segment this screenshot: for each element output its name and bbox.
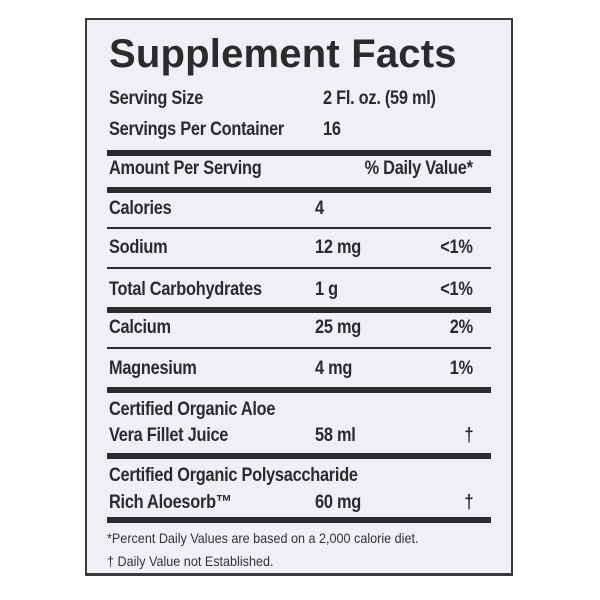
row-carbs-dv: <1% [440, 279, 474, 300]
row-calcium-dv: 2% [449, 317, 473, 338]
row-carbs-amount: 1 g [315, 279, 338, 300]
row-aloesorb-name-line2: Rich Aloesorb™ [109, 492, 232, 513]
divider-thick [107, 307, 491, 313]
row-magnesium-name: Magnesium [109, 358, 197, 379]
divider-thick [107, 150, 491, 156]
divider-thick [107, 187, 491, 193]
footnote-not-established: † Daily Value not Established. [107, 553, 274, 569]
row-sodium-name: Sodium [109, 237, 168, 258]
row-sodium-dv: <1% [440, 237, 474, 258]
row-aloesorb-name-line1: Certified Organic Polysaccharide [109, 465, 358, 486]
divider-thick [107, 387, 491, 393]
daily-value-label: % Daily Value* [364, 158, 473, 179]
divider-thin [107, 267, 491, 269]
divider-thin [107, 347, 491, 349]
servings-per-container-value: 16 [323, 119, 341, 140]
serving-size-value: 2 Fl. oz. (59 ml) [323, 88, 436, 109]
panel-title: Supplement Facts [109, 32, 457, 76]
row-aloe-name-line2: Vera Fillet Juice [109, 425, 229, 446]
row-aloesorb-amount: 60 mg [315, 492, 361, 513]
row-sodium-amount: 12 mg [315, 237, 361, 258]
row-aloe-dv: † [464, 425, 473, 446]
row-aloe-amount: 58 ml [315, 425, 356, 446]
supplement-facts-panel: Supplement Facts Serving Size 2 Fl. oz. … [85, 18, 513, 576]
row-carbs-name: Total Carbohydrates [109, 279, 262, 300]
row-magnesium-amount: 4 mg [315, 358, 353, 379]
row-calories-amount: 4 [315, 198, 324, 219]
divider-thick [107, 453, 491, 459]
serving-size-label: Serving Size [109, 88, 204, 109]
footnote-daily-values: *Percent Daily Values are based on a 2,0… [107, 530, 419, 546]
row-calories-name: Calories [109, 198, 172, 219]
amount-per-serving-label: Amount Per Serving [109, 158, 262, 179]
row-calcium-amount: 25 mg [315, 317, 361, 338]
divider-thin [107, 227, 491, 229]
servings-per-container-label: Servings Per Container [109, 119, 285, 140]
row-aloesorb-dv: † [464, 492, 473, 513]
row-aloe-name-line1: Certified Organic Aloe [109, 399, 276, 420]
divider-thick [107, 517, 491, 523]
row-calcium-name: Calcium [109, 317, 171, 338]
row-magnesium-dv: 1% [449, 358, 473, 379]
